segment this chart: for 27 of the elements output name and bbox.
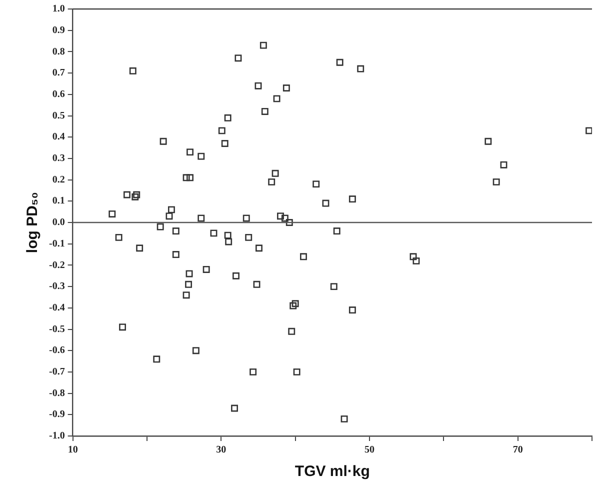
y-tick-label: -0.7 bbox=[48, 366, 65, 378]
y-tick-label: 0.9 bbox=[52, 24, 65, 36]
y-tick-label: -0.2 bbox=[48, 260, 65, 271]
x-tick-label: 10 bbox=[68, 444, 78, 456]
x-tick-label: 30 bbox=[216, 444, 226, 456]
y-tick-label: 0.1 bbox=[52, 196, 65, 207]
y-tick-label: 0.0 bbox=[52, 217, 65, 228]
y-tick-label: 0.5 bbox=[52, 110, 65, 122]
y-tick-label: 0.3 bbox=[52, 153, 65, 164]
y-tick-label: 1.0 bbox=[52, 4, 65, 15]
y-tick-label: 0.7 bbox=[52, 68, 65, 79]
y-tick-label: 0.2 bbox=[52, 174, 65, 186]
y-tick-label: -0.3 bbox=[48, 281, 65, 292]
y-tick-label: -0.6 bbox=[48, 345, 65, 356]
x-axis-title: TGV ml·kg bbox=[294, 463, 370, 480]
y-axis-title: log PD₅₀ bbox=[24, 192, 42, 254]
y-tick-label: 0.6 bbox=[52, 88, 65, 100]
y-tick-label: -0.5 bbox=[48, 324, 65, 335]
y-tick-label: -0.4 bbox=[48, 302, 65, 314]
x-tick-label: 70 bbox=[512, 444, 523, 456]
y-tick-label: 0.4 bbox=[52, 132, 65, 143]
y-tick-label: -0.8 bbox=[48, 388, 65, 399]
x-tick-label: 50 bbox=[364, 444, 374, 456]
y-tick-label: -0.1 bbox=[48, 238, 65, 250]
y-tick-label: 0.8 bbox=[52, 46, 65, 58]
y-tick-label: -1.0 bbox=[48, 430, 65, 442]
y-tick-label: -0.9 bbox=[48, 409, 65, 420]
